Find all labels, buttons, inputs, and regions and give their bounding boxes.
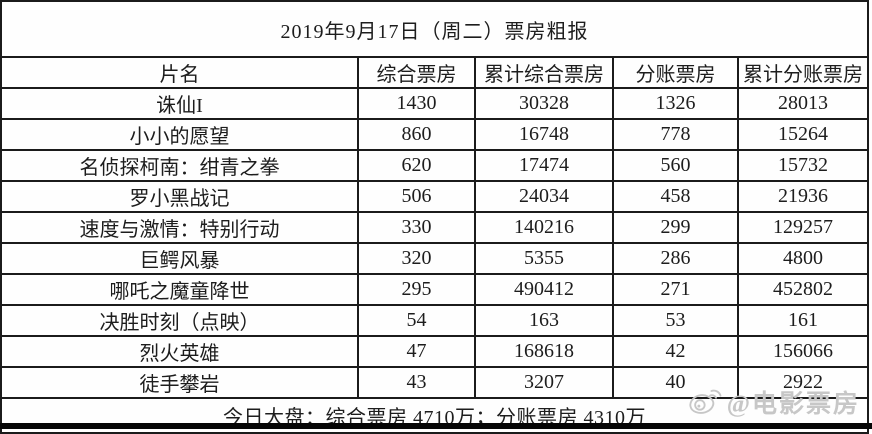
col-header-daily-split: 分账票房 (612, 56, 739, 89)
cumulative-split-cell: 129257 (736, 211, 870, 244)
daily-gross-cell: 43 (357, 366, 476, 399)
movie-name-cell: 烈火英雄 (0, 335, 359, 368)
cumulative-split-cell: 452802 (736, 273, 870, 306)
daily-gross-cell: 860 (357, 118, 476, 151)
daily-split-cell: 778 (612, 118, 739, 151)
daily-split-cell: 42 (612, 335, 739, 368)
cumulative-gross-cell: 24034 (474, 180, 614, 213)
col-header-movie-name: 片名 (0, 56, 359, 89)
daily-gross-cell: 54 (357, 304, 476, 337)
cumulative-gross-cell: 16748 (474, 118, 614, 151)
movie-name-cell: 哪吒之魔童降世 (0, 273, 359, 306)
daily-split-cell: 271 (612, 273, 739, 306)
daily-split-cell: 53 (612, 304, 739, 337)
daily-gross-cell: 506 (357, 180, 476, 213)
movie-name-cell: 小小的愿望 (0, 118, 359, 151)
cumulative-split-cell: 28013 (736, 87, 870, 120)
cumulative-split-cell: 2922 (736, 366, 870, 399)
table-row: 罗小黑战记 506 24034 458 21936 (0, 180, 870, 213)
cumulative-split-cell: 15264 (736, 118, 870, 151)
cumulative-split-cell: 21936 (736, 180, 870, 213)
daily-split-cell: 40 (612, 366, 739, 399)
table-row: 巨鳄风暴 320 5355 286 4800 (0, 242, 870, 275)
movie-name-cell: 决胜时刻（点映） (0, 304, 359, 337)
daily-split-cell: 458 (612, 180, 739, 213)
cumulative-gross-cell: 163 (474, 304, 614, 337)
table-row: 哪吒之魔童降世 295 490412 271 452802 (0, 273, 870, 306)
daily-split-cell: 1326 (612, 87, 739, 120)
table-row: 速度与激情：特别行动 330 140216 299 129257 (0, 211, 870, 244)
daily-gross-cell: 320 (357, 242, 476, 275)
cumulative-gross-cell: 5355 (474, 242, 614, 275)
cumulative-split-cell: 15732 (736, 149, 870, 182)
cumulative-gross-cell: 168618 (474, 335, 614, 368)
col-header-cumulative-gross: 累计综合票房 (474, 56, 614, 89)
movie-name-cell: 徒手攀岩 (0, 366, 359, 399)
movie-name-cell: 罗小黑战记 (0, 180, 359, 213)
report-title: 2019年9月17日（周二）票房粗报 (0, 0, 870, 58)
cumulative-gross-cell: 30328 (474, 87, 614, 120)
daily-gross-cell: 47 (357, 335, 476, 368)
daily-gross-cell: 620 (357, 149, 476, 182)
cumulative-gross-cell: 490412 (474, 273, 614, 306)
title-row: 2019年9月17日（周二）票房粗报 (0, 0, 870, 58)
daily-split-cell: 286 (612, 242, 739, 275)
daily-split-cell: 560 (612, 149, 739, 182)
daily-split-cell: 299 (612, 211, 739, 244)
table-row: 诛仙I 1430 30328 1326 28013 (0, 87, 870, 120)
table-row: 决胜时刻（点映） 54 163 53 161 (0, 304, 870, 337)
movie-name-cell: 名侦探柯南：绀青之拳 (0, 149, 359, 182)
cumulative-gross-cell: 140216 (474, 211, 614, 244)
cumulative-gross-cell: 17474 (474, 149, 614, 182)
table-row: 徒手攀岩 43 3207 40 2922 (0, 366, 870, 399)
movie-name-cell: 速度与激情：特别行动 (0, 211, 359, 244)
col-header-daily-gross: 综合票房 (357, 56, 476, 89)
movie-name-cell: 巨鳄风暴 (0, 242, 359, 275)
daily-gross-cell: 295 (357, 273, 476, 306)
header-row: 片名 综合票房 累计综合票房 分账票房 累计分账票房 (0, 56, 870, 89)
daily-gross-cell: 330 (357, 211, 476, 244)
col-header-cumulative-split: 累计分账票房 (736, 56, 870, 89)
movie-name-cell: 诛仙I (0, 87, 359, 120)
cumulative-split-cell: 4800 (736, 242, 870, 275)
cumulative-split-cell: 156066 (736, 335, 870, 368)
daily-gross-cell: 1430 (357, 87, 476, 120)
table-row: 小小的愿望 860 16748 778 15264 (0, 118, 870, 151)
bottom-edge-bar (0, 423, 872, 429)
cumulative-gross-cell: 3207 (474, 366, 614, 399)
table-row: 名侦探柯南：绀青之拳 620 17474 560 15732 (0, 149, 870, 182)
cumulative-split-cell: 161 (736, 304, 870, 337)
table-row: 烈火英雄 47 168618 42 156066 (0, 335, 870, 368)
